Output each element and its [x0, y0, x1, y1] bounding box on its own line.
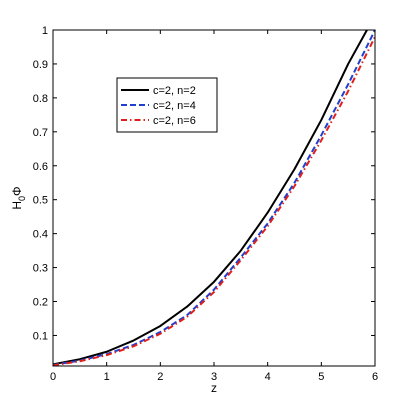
x-tick-label: 5: [318, 371, 324, 383]
y-tick-label: 0.7: [33, 127, 48, 139]
x-tick-label: 6: [372, 371, 378, 383]
legend-label: c=2, n=4: [153, 100, 196, 112]
x-tick-label: 1: [104, 371, 110, 383]
y-tick-label: 0.3: [33, 263, 48, 275]
y-tick-label: 0.1: [33, 330, 48, 342]
plot-frame: [52, 29, 376, 367]
y-axis-ticks: 0.1 0.2 0.3 0.4 0.5 0.6 0.7 0.8 0.9 1: [33, 25, 375, 342]
legend-label: c=2, n=6: [153, 115, 196, 127]
y-tick-label: 0.2: [33, 297, 48, 309]
legend-label: c=2, n=2: [153, 85, 196, 97]
x-tick-label: 2: [157, 371, 163, 383]
series-line-1: [52, 29, 368, 366]
y-tick-label: 0.6: [33, 161, 48, 173]
x-axis-label: z: [211, 381, 217, 395]
x-tick-label: 4: [265, 371, 271, 383]
y-tick-label: 0.4: [33, 229, 48, 241]
series-layer: [52, 29, 376, 367]
series-line-3: [52, 36, 376, 367]
y-tick-label: 0.8: [33, 93, 48, 105]
y-axis-label: H0Φ: [10, 186, 27, 209]
x-tick-label: 3: [211, 371, 217, 383]
legend: c=2, n=2 c=2, n=4 c=2, n=6: [116, 77, 218, 133]
y-tick-label: 1: [42, 25, 48, 37]
y-tick-label: 0.5: [33, 195, 48, 207]
x-tick-label: 0: [50, 371, 56, 383]
y-tick-label: 0.9: [33, 59, 48, 71]
x-axis-ticks: 0 1 2 3 4 5 6: [50, 30, 378, 383]
